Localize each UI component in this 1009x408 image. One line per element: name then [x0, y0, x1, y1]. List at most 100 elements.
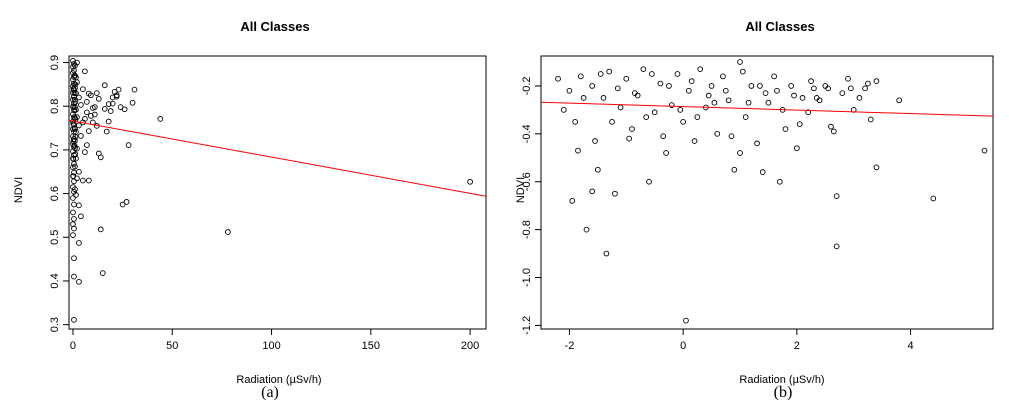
y-tick-label-b: -0.4: [521, 124, 533, 143]
data-point-b: [839, 90, 846, 96]
data-point-b: [830, 128, 837, 135]
data-point-b: [862, 85, 868, 92]
data-point-b: [771, 73, 777, 80]
data-point-b: [569, 198, 576, 204]
data-point-a: [71, 169, 77, 176]
data-point-a: [84, 99, 90, 105]
data-point-b: [609, 119, 615, 125]
data-point-b: [762, 90, 769, 96]
data-point-b: [799, 95, 806, 101]
data-point-a: [113, 93, 120, 100]
data-point-a: [119, 201, 126, 208]
data-point-a: [80, 86, 86, 93]
data-point-a: [70, 173, 77, 179]
data-point-b: [688, 78, 695, 84]
data-point-b: [603, 250, 610, 257]
plot-frame-b: [540, 55, 994, 330]
data-point-a: [70, 232, 76, 238]
data-point-a: [71, 67, 77, 74]
regression-line-a: [68, 119, 487, 197]
data-point-a: [93, 90, 100, 96]
data-point-b: [825, 85, 831, 92]
data-point-a: [101, 82, 108, 89]
data-point-a: [70, 164, 76, 171]
chart-title-a: All Classes: [240, 19, 309, 34]
data-point-a: [71, 93, 77, 100]
data-point-a: [71, 125, 78, 131]
data-point-a: [71, 107, 78, 114]
y-tick-label-a: 0.5: [49, 230, 61, 245]
data-point-a: [70, 111, 76, 117]
data-point-a: [105, 118, 112, 125]
data-point-b: [765, 99, 772, 106]
data-point-a: [71, 72, 78, 79]
data-point-a: [111, 88, 118, 95]
data-point-b: [856, 95, 863, 101]
x-tick-label-a: 150: [362, 340, 380, 352]
data-point-a: [71, 100, 77, 107]
figure-caption-b: (b): [773, 384, 793, 401]
data-point-b: [828, 123, 834, 130]
data-point-a: [71, 316, 77, 323]
data-point-a: [71, 273, 77, 280]
data-point-b: [748, 83, 755, 89]
data-point-b: [614, 85, 621, 92]
data-point-a: [97, 226, 104, 233]
data-point-b: [739, 68, 746, 75]
data-point-b: [626, 135, 632, 142]
data-point-b: [694, 114, 701, 120]
data-point-a: [70, 221, 76, 228]
data-point-a: [71, 255, 77, 262]
data-point-b: [873, 78, 880, 84]
data-point-b: [737, 150, 743, 156]
data-point-a: [84, 142, 90, 148]
data-point-b: [592, 138, 598, 144]
data-point-a: [70, 64, 76, 70]
data-point-a: [82, 149, 88, 155]
data-point-a: [125, 142, 132, 148]
scatter-plot-b: All Classes Radiation (µSv/h) NDVI -2 0 2 4…: [515, 19, 994, 386]
data-point-a: [71, 201, 77, 208]
y-axis-label-a: NDVI: [13, 177, 25, 203]
y-tick-label-a: 0.8: [49, 99, 61, 114]
data-point-b: [808, 78, 814, 84]
data-point-b: [683, 317, 689, 324]
data-point-a: [80, 177, 86, 184]
data-point-a: [72, 96, 78, 103]
data-point-a: [76, 168, 82, 175]
data-point-a: [91, 104, 98, 110]
y-tick-label-a: 0.4: [49, 273, 61, 288]
data-point-a: [157, 116, 164, 122]
regression-line-b: [540, 101, 994, 117]
data-point-b: [711, 99, 718, 106]
data-point-b: [566, 87, 573, 94]
data-point-b: [737, 59, 743, 65]
data-point-b: [617, 104, 624, 111]
data-point-a: [225, 229, 231, 235]
data-point-a: [95, 95, 102, 102]
data-point-b: [646, 178, 652, 185]
data-point-b: [663, 150, 669, 156]
y-tick-label-b: -1.0: [521, 268, 533, 287]
data-point-a: [70, 184, 76, 190]
data-point-b: [597, 71, 604, 77]
data-point-b: [867, 116, 874, 123]
y-tick-label-a: 0.6: [49, 186, 61, 201]
data-point-b: [833, 243, 840, 250]
data-point-a: [71, 152, 77, 159]
data-point-b: [774, 87, 780, 94]
data-point-b: [731, 166, 738, 173]
data-point-b: [722, 87, 729, 94]
data-point-a: [105, 101, 112, 107]
x-tick-label-a: 100: [262, 340, 280, 352]
y-tick-label-a: 0.7: [49, 142, 61, 157]
data-point-b: [697, 66, 704, 73]
data-point-b: [708, 83, 715, 89]
data-point-b: [651, 109, 658, 116]
data-point-b: [577, 73, 584, 80]
data-point-a: [72, 151, 79, 158]
data-point-b: [674, 71, 681, 77]
data-point-b: [583, 226, 590, 233]
data-point-a: [70, 57, 76, 64]
data-point-a: [123, 199, 130, 205]
